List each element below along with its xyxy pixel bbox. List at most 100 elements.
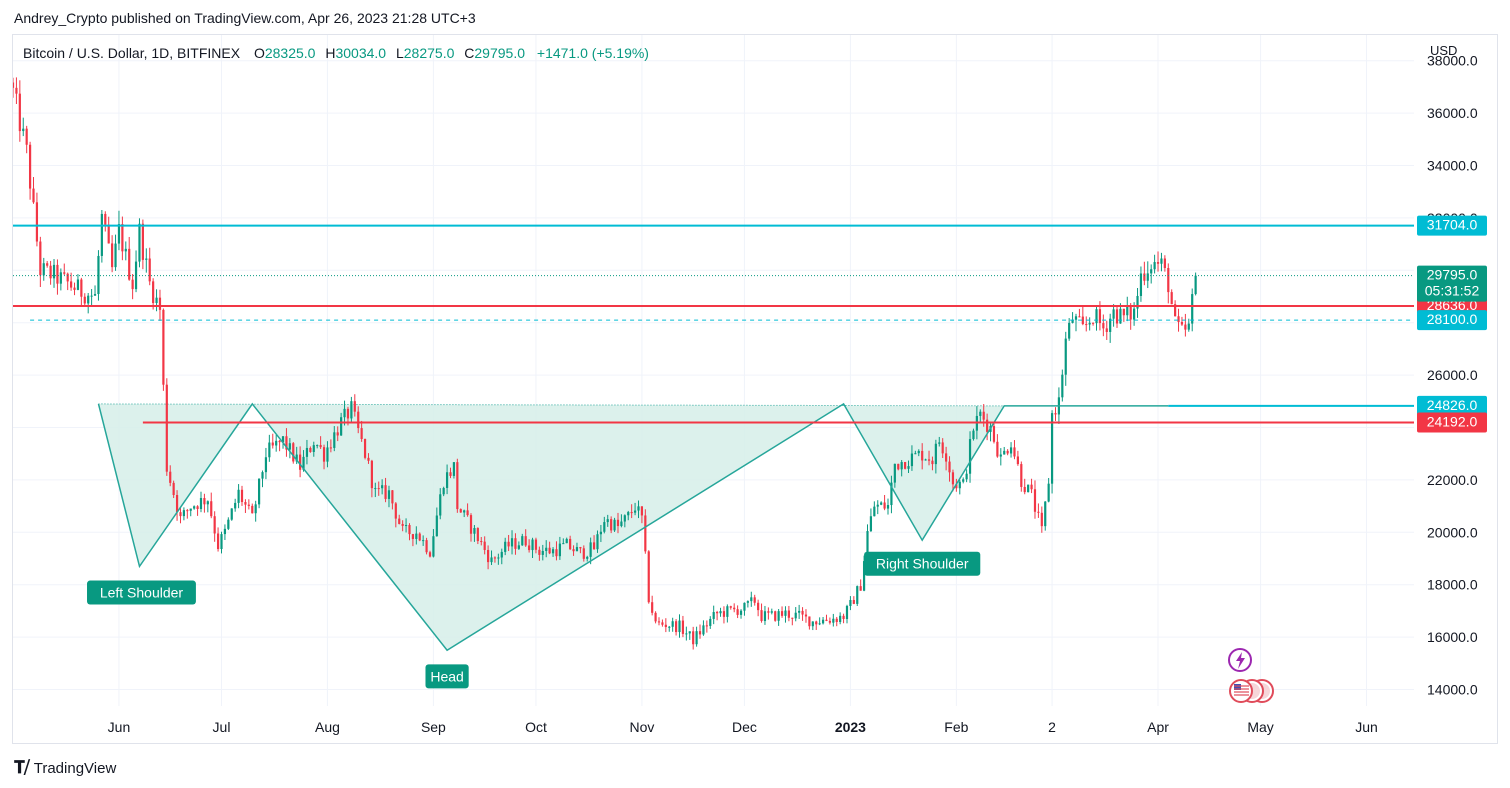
candle (903, 461, 907, 470)
candle (777, 609, 780, 626)
candle (835, 616, 838, 627)
candle-body (346, 408, 350, 419)
candle-body (739, 610, 743, 615)
candle (1177, 308, 1180, 332)
candle-body (668, 626, 671, 628)
candle (299, 446, 302, 478)
candle-body (620, 521, 623, 527)
candle (958, 479, 961, 495)
candle-body (750, 597, 753, 602)
candle-body (1085, 324, 1088, 326)
candle-body (1112, 309, 1115, 319)
candle (87, 292, 90, 314)
candle-body (927, 459, 931, 461)
candle (897, 463, 900, 471)
candle-body (319, 445, 322, 448)
candle (811, 621, 814, 631)
candle (931, 456, 934, 471)
high-label: H (325, 45, 336, 61)
candle (435, 507, 438, 537)
candle-body (463, 510, 466, 513)
candle (466, 503, 469, 517)
candle (251, 503, 254, 514)
candle (432, 529, 435, 558)
last-price-tag-bg (1417, 265, 1487, 302)
candle (1115, 306, 1119, 328)
candle (353, 394, 356, 417)
candle-body (93, 294, 97, 296)
candle-body (275, 440, 278, 446)
candle (237, 484, 240, 509)
candle-body (73, 287, 76, 290)
candle-body (1191, 294, 1194, 324)
candle (945, 446, 948, 471)
candle-body (374, 488, 377, 490)
candle (514, 533, 517, 555)
pattern-label: Left Shoulder (87, 580, 196, 605)
candle (712, 605, 715, 625)
candle (910, 445, 914, 471)
candle (350, 396, 353, 424)
candle (131, 273, 134, 300)
candle (1074, 313, 1078, 332)
candle (698, 624, 702, 639)
candle (582, 545, 585, 562)
candle-body (128, 248, 131, 280)
candle-body (825, 619, 828, 621)
candle-body (466, 510, 469, 516)
candle (893, 463, 896, 488)
currency-label[interactable]: USD (1430, 43, 1458, 58)
candle (579, 546, 582, 554)
candle-body (203, 498, 206, 505)
candle-body (141, 223, 144, 260)
candle (1136, 288, 1139, 318)
candle-body (15, 87, 18, 94)
candle-body (35, 202, 39, 242)
head-shoulders-fill (98, 403, 1005, 651)
candle-body (415, 533, 418, 539)
price-tick-label: 26000.0 (1427, 367, 1478, 383)
neckline (98, 403, 1005, 407)
candle (1050, 410, 1054, 494)
candle (1061, 369, 1064, 402)
symbol-title[interactable]: Bitcoin / U.S. Dollar, 1D, BITFINEX (23, 45, 241, 61)
pattern-label-bg (87, 580, 196, 605)
candle (213, 511, 216, 542)
candle (948, 456, 951, 482)
candle-body (387, 490, 391, 499)
candle (750, 591, 753, 607)
candle-body (873, 506, 876, 517)
candle-body (1074, 316, 1078, 320)
candle (1160, 252, 1163, 272)
candle-body (343, 408, 346, 418)
candle-body (671, 621, 674, 627)
candle-body (394, 503, 397, 519)
candle-body (726, 606, 729, 617)
candle (572, 545, 575, 556)
candle-body (886, 505, 890, 509)
candle-body (531, 539, 534, 551)
candle (42, 257, 45, 281)
candle (343, 400, 346, 426)
candle-body (613, 519, 616, 531)
candle (480, 536, 483, 546)
candle (722, 606, 726, 624)
candle-body (579, 547, 582, 549)
candle-body (716, 612, 719, 614)
candle-body (955, 484, 958, 489)
candle-body (770, 611, 773, 613)
candle-body (1126, 306, 1129, 316)
candle (264, 447, 268, 480)
candle (770, 608, 773, 615)
candle-body (1027, 484, 1030, 493)
tradingview-brand[interactable]: 𝐓⧸ TradingView (14, 758, 116, 778)
candle (387, 485, 391, 508)
candle-body (428, 552, 432, 557)
candle-body (145, 258, 148, 260)
candle (613, 517, 616, 532)
candle-body (633, 510, 637, 513)
candle (1153, 254, 1156, 274)
candle-body (921, 450, 924, 461)
level-tag: 28100.0 (1417, 310, 1487, 331)
